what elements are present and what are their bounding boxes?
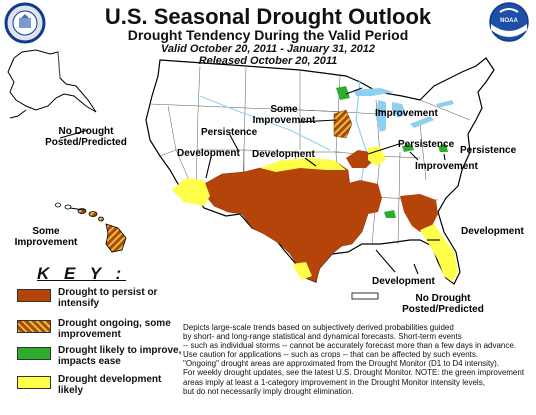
key-swatch-some-improvement — [17, 320, 51, 333]
map-subtitle: Drought Tendency During the Valid Period — [127, 27, 409, 43]
key-label-improve: Drought likely to improve, impacts ease — [58, 345, 182, 367]
drought-development-areas — [172, 146, 458, 282]
label-improvement-e: Improvement — [415, 161, 478, 172]
label-no-drought-pr: No Drought Posted/Predicted — [402, 293, 484, 315]
label-some-improvement-c: Some Improvement — [252, 104, 316, 126]
drought-persist-areas — [203, 150, 438, 283]
label-hawaii-improvement: Some Improvement — [14, 226, 78, 248]
label-development-c: Development — [252, 149, 315, 160]
map-title: U.S. Seasonal Drought Outlook — [104, 4, 432, 29]
svg-text:NOAA: NOAA — [500, 18, 518, 24]
key-label-development: Drought development likely — [58, 374, 162, 396]
label-persistence-e: Persistence — [460, 145, 517, 156]
key-swatch-improve — [17, 347, 51, 360]
drought-improve-areas — [336, 86, 448, 218]
label-persistence-w: Persistence — [201, 127, 258, 138]
label-improvement-ne: Improvement — [375, 108, 438, 119]
key-swatch-development — [17, 376, 51, 389]
label-persistence-ne: Persistence — [398, 139, 455, 150]
noaa-logo: NOAA — [489, 2, 529, 42]
disclaimer-notes: Depicts large-scale trends based on subj… — [183, 323, 525, 396]
key-label-persist: Drought to persist or intensify — [58, 287, 158, 309]
valid-period: Valid October 20, 2011 - January 31, 201… — [160, 43, 375, 55]
puerto-rico-outline — [351, 292, 379, 300]
key-label-some-improvement: Drought ongoing, some improvement — [58, 318, 171, 340]
key-swatch-persist — [17, 289, 51, 302]
usda-seal-logo — [4, 2, 46, 44]
key-heading: K E Y : — [37, 264, 127, 283]
drought-some-improvement-areas — [333, 109, 353, 139]
label-arrows — [59, 87, 446, 275]
alaska-outline — [7, 49, 97, 119]
label-development-s: Development — [372, 276, 435, 287]
label-development-nw: Development — [177, 148, 240, 159]
label-development-se: Development — [461, 226, 524, 237]
release-date: Released October 20, 2011 — [198, 55, 338, 67]
label-no-drought-alaska: No Drought Posted/Predicted — [45, 126, 127, 148]
